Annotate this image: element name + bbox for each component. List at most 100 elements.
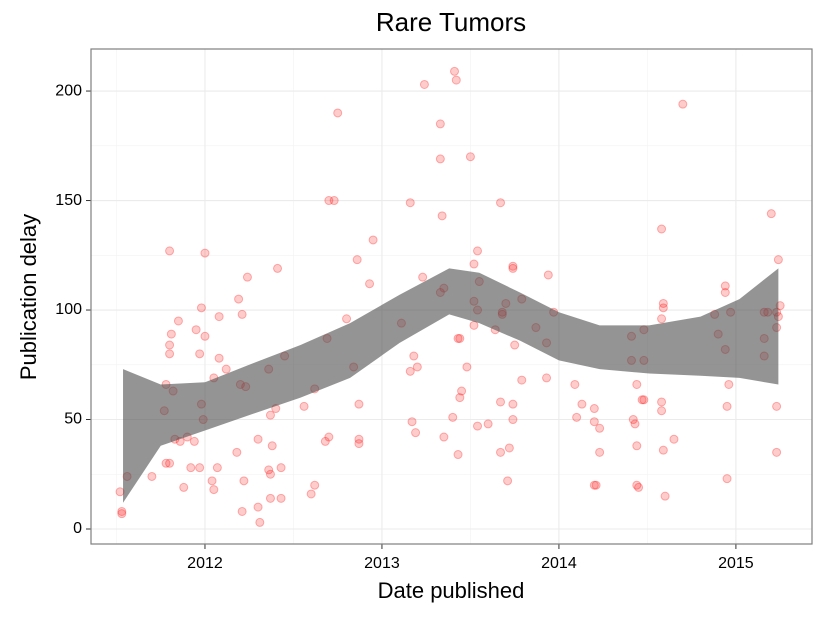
data-point: [267, 441, 277, 451]
data-point: [253, 434, 263, 444]
data-point: [722, 474, 732, 484]
data-point: [237, 309, 247, 319]
x-tick-label: 2013: [364, 555, 400, 572]
x-tick-label: 2015: [718, 555, 754, 572]
data-point: [435, 119, 445, 129]
data-point: [766, 209, 776, 219]
data-point: [418, 272, 428, 282]
data-point: [720, 281, 730, 291]
data-point: [628, 415, 638, 425]
data-point: [186, 463, 196, 473]
y-tick-label: 100: [55, 301, 82, 318]
data-point: [724, 379, 734, 389]
x-axis-label: Date published: [378, 578, 525, 603]
panel-border: [90, 48, 813, 545]
data-point: [589, 417, 599, 427]
data-point: [405, 198, 415, 208]
data-point: [407, 417, 417, 427]
y-tick-label: 150: [55, 192, 82, 209]
data-point: [189, 436, 199, 446]
data-point: [632, 441, 642, 451]
data-point: [508, 415, 518, 425]
data-point: [722, 401, 732, 411]
data-point: [508, 399, 518, 409]
data-point: [166, 329, 176, 339]
data-point: [200, 331, 210, 341]
data-point: [542, 373, 552, 383]
data-point: [657, 397, 667, 407]
data-point: [165, 349, 175, 359]
data-point: [265, 493, 275, 503]
data-point: [342, 314, 352, 324]
x-tick-label: 2014: [541, 555, 577, 572]
x-tick-label: 2012: [187, 555, 223, 572]
data-point: [117, 509, 127, 519]
data-point: [658, 303, 668, 313]
data-point: [200, 248, 210, 258]
data-point: [773, 255, 783, 265]
data-point: [632, 480, 642, 490]
data-point: [632, 379, 642, 389]
data-point: [299, 401, 309, 411]
data-point: [595, 423, 605, 433]
data-point: [196, 303, 206, 313]
data-point: [214, 353, 224, 363]
data-point: [657, 406, 667, 416]
data-point: [273, 263, 283, 273]
data-point: [310, 480, 320, 490]
data-point: [115, 487, 125, 497]
data-point: [660, 491, 670, 501]
data-point: [329, 196, 339, 206]
data-point: [265, 469, 275, 479]
data-point: [496, 447, 506, 457]
data-point: [508, 261, 518, 271]
data-point: [165, 340, 175, 350]
data-point: [473, 421, 483, 431]
data-point: [209, 485, 219, 495]
data-point: [589, 480, 599, 490]
data-point: [657, 224, 667, 234]
data-point: [455, 393, 465, 403]
data-point: [324, 196, 334, 206]
data-point: [496, 397, 506, 407]
data-point: [320, 436, 330, 446]
data-point: [658, 445, 668, 455]
data-point: [450, 66, 460, 76]
data-point: [503, 476, 513, 486]
data-point: [354, 434, 364, 444]
data-point: [669, 434, 679, 444]
data-point: [595, 447, 605, 457]
data-point: [232, 447, 242, 457]
data-point: [212, 463, 222, 473]
data-point: [469, 320, 479, 330]
data-point: [147, 471, 157, 481]
data-point: [276, 463, 286, 473]
data-point: [239, 476, 249, 486]
data-point: [409, 351, 419, 361]
data-point: [453, 333, 463, 343]
data-point: [405, 366, 415, 376]
data-point: [191, 325, 201, 335]
data-point: [455, 333, 465, 343]
data-point: [365, 279, 375, 289]
data-point: [630, 419, 640, 429]
data-point: [195, 349, 205, 359]
data-point: [306, 489, 316, 499]
data-point: [411, 428, 421, 438]
data-point: [179, 482, 189, 492]
data-point: [173, 316, 183, 326]
data-point: [543, 270, 553, 280]
data-point: [324, 432, 334, 442]
data-point: [483, 419, 493, 429]
data-point: [572, 412, 582, 422]
data-point: [678, 99, 688, 109]
data-point: [165, 458, 175, 468]
data-point: [368, 235, 378, 245]
data-point: [589, 404, 599, 414]
data-point: [639, 395, 649, 405]
data-point: [253, 502, 263, 512]
data-point: [634, 482, 644, 492]
data-point: [435, 154, 445, 164]
data-point: [439, 432, 449, 442]
